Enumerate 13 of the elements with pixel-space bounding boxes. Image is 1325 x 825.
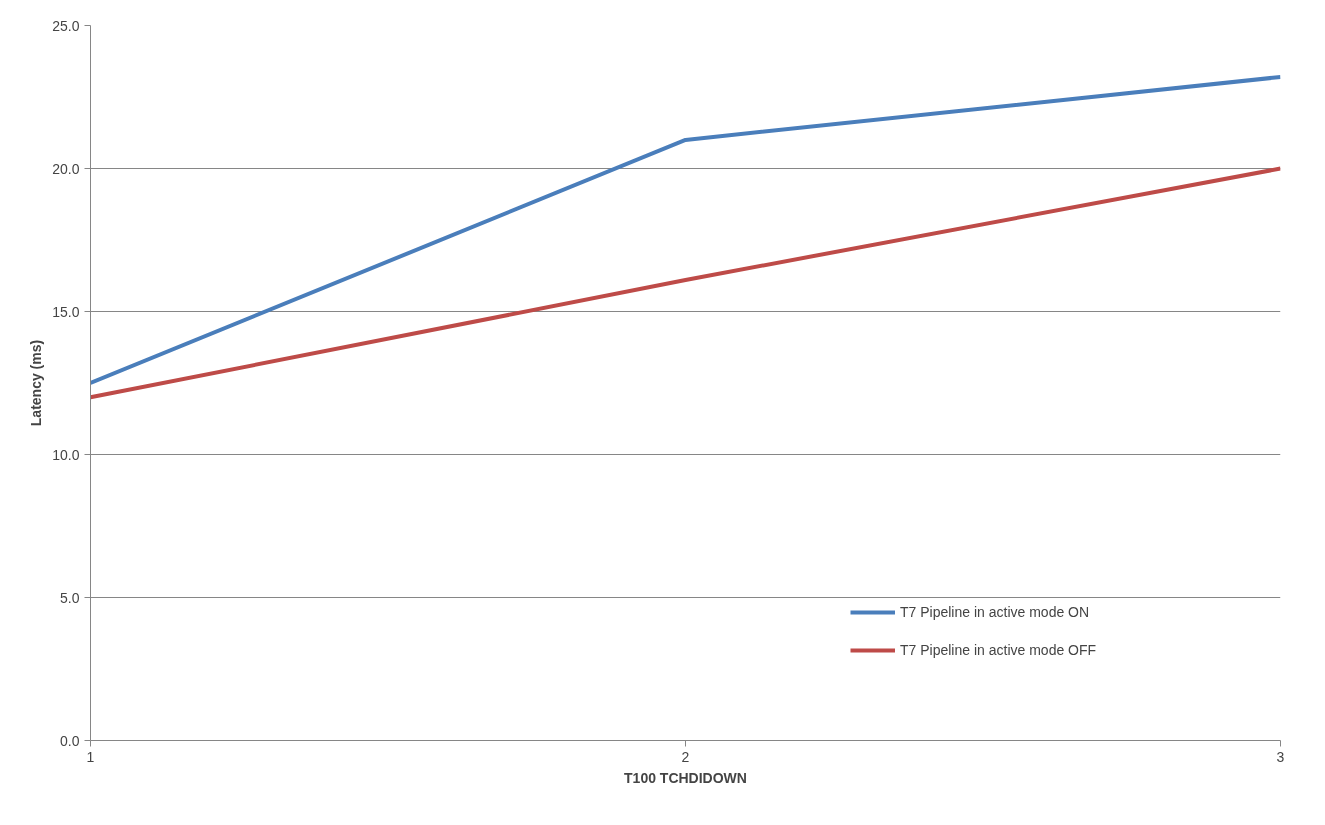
x-tick-label: 2 [681,748,690,765]
y-tick-label: 10.0 [52,446,80,463]
y-tick-label: 25.0 [52,17,80,34]
y-axis-title: Latency (ms) [28,339,45,427]
y-tick-label: 5.0 [60,589,80,606]
y-tick-label: 20.0 [52,160,80,177]
y-tick-label: 15.0 [52,303,80,320]
x-tick-label: 1 [86,748,95,765]
y-tick-label: 0.0 [60,732,80,749]
x-tick-label: 3 [1276,748,1285,765]
legend-label: T7 Pipeline in active mode OFF [900,642,1097,658]
x-axis-title: T100 TCHDIDOWN [624,769,747,786]
legend-label: T7 Pipeline in active mode ON [900,604,1090,620]
